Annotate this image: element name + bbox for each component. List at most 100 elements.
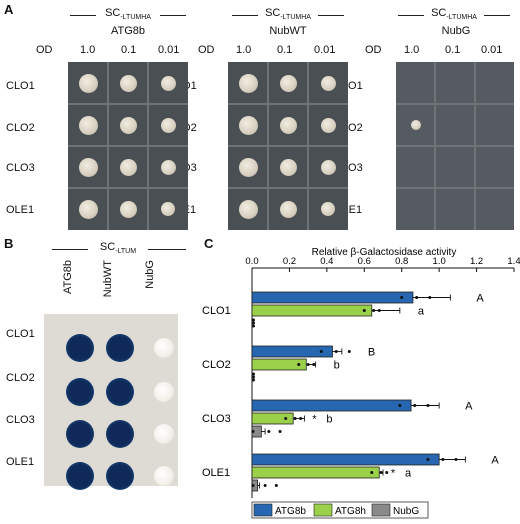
x-tick-label: 1.4 [507, 256, 520, 267]
yeast-colony [160, 75, 176, 91]
x-tick-label: 1.0 [433, 256, 446, 267]
column-label-atg8b: ATG8b [62, 260, 74, 295]
grid-line [228, 103, 348, 105]
data-point [252, 375, 255, 379]
row-label-clo3: CLO3 [6, 414, 35, 426]
divider-line [398, 15, 424, 16]
xgal-spot [154, 466, 174, 486]
medium-label: SC-LTUMHA [265, 7, 311, 22]
data-point [362, 309, 366, 312]
legend-label-atg8h: ATG8h [335, 506, 366, 517]
yeast-colony [78, 73, 98, 93]
od-label: OD [198, 44, 215, 56]
panel-a-letter: A [4, 2, 14, 17]
data-point [306, 363, 310, 366]
od-value: 0.01 [158, 44, 180, 56]
data-point [278, 430, 282, 433]
xgal-spot [154, 424, 174, 444]
od-value: 0.01 [314, 44, 336, 56]
spot-assay-plate-nubwt [228, 62, 348, 230]
grid-line [68, 187, 188, 189]
category-label-clo2: CLO2 [202, 359, 231, 371]
significance-letter: b [334, 360, 340, 372]
category-labels: CLO1 CLO2 CLO3 OLE1 [202, 305, 231, 479]
panel-c-letter: C [204, 236, 214, 251]
x-tick-label: 1.2 [470, 256, 483, 267]
significance-letter: A [491, 455, 499, 467]
significance-letter: a [405, 468, 412, 480]
column-label-nubwt: NubWT [102, 260, 114, 298]
yeast-colony [238, 73, 258, 93]
od-value: 1.0 [80, 44, 96, 56]
data-point [293, 417, 297, 420]
data-point [252, 318, 255, 322]
x-tick-label: 0.8 [395, 256, 408, 267]
column-label-nubg: NubG [144, 260, 156, 289]
data-point [334, 350, 338, 353]
yeast-colony [279, 116, 297, 134]
significance-letter: b [326, 414, 332, 426]
legend-frame [251, 501, 429, 519]
od-value: 0.1 [445, 44, 461, 56]
data-point [377, 309, 381, 312]
significance-star: * [391, 468, 396, 480]
category-label-clo3: CLO3 [202, 413, 231, 425]
medium-label: SC-LTUMHA [431, 7, 477, 22]
data-point [398, 404, 402, 407]
xgal-spot [66, 378, 94, 406]
data-point [252, 321, 255, 325]
yeast-colony [160, 117, 176, 133]
x-tick-label: 0.4 [320, 256, 333, 267]
strain-label-nubg: NubG [441, 25, 471, 37]
strain-label-atg8b: ATG8b [110, 25, 146, 37]
data-point [274, 484, 278, 487]
yeast-colony [78, 199, 98, 219]
od-value: 1.0 [236, 44, 252, 56]
divider-line [484, 15, 510, 16]
xgal-spot [154, 382, 174, 402]
yeast-colony [238, 199, 258, 219]
divider-line [232, 15, 258, 16]
yeast-colony [161, 202, 175, 216]
data-point [252, 324, 255, 328]
yeast-colony [119, 74, 137, 92]
data-point [426, 404, 430, 407]
data-point [251, 484, 255, 487]
row-label-clo1: CLO1 [6, 80, 35, 92]
yeast-colony [78, 115, 98, 135]
data-point [297, 363, 301, 366]
spot-assay-plate-nubg [396, 62, 514, 230]
bar-atg8h-clo2 [251, 358, 307, 371]
bar-atg8b-clo1 [251, 291, 414, 304]
data-point [428, 296, 432, 299]
significance-letter: B [368, 347, 375, 359]
legend-label-atg8b: ATG8b [275, 506, 306, 517]
grid-line [396, 145, 514, 147]
grid-line [228, 145, 348, 147]
data-point [299, 417, 303, 420]
xgal-spot [106, 420, 134, 448]
significance-star: * [312, 414, 317, 426]
data-point [347, 350, 351, 353]
yeast-colony [320, 159, 336, 175]
grid-line [68, 145, 188, 147]
yeast-colony [320, 117, 336, 133]
data-point [385, 471, 389, 474]
row-label-clo2: CLO2 [6, 372, 35, 384]
od-value: 0.1 [121, 44, 137, 56]
divider-line [160, 15, 186, 16]
row-label-clo3: CLO3 [6, 162, 35, 174]
xgal-spot [106, 462, 134, 490]
divider-line [148, 249, 186, 250]
category-label-ole1: OLE1 [202, 467, 230, 479]
yeast-colony [279, 74, 297, 92]
yeast-colony [321, 202, 335, 216]
yeast-colony [279, 158, 297, 176]
divider-line [318, 15, 344, 16]
bar-atg8b-clo3 [251, 399, 412, 412]
strain-label-nubwt: NubWT [269, 25, 307, 37]
xgal-plate [44, 314, 178, 490]
data-point [379, 471, 383, 474]
divider-line [70, 15, 96, 16]
data-point [400, 296, 404, 299]
